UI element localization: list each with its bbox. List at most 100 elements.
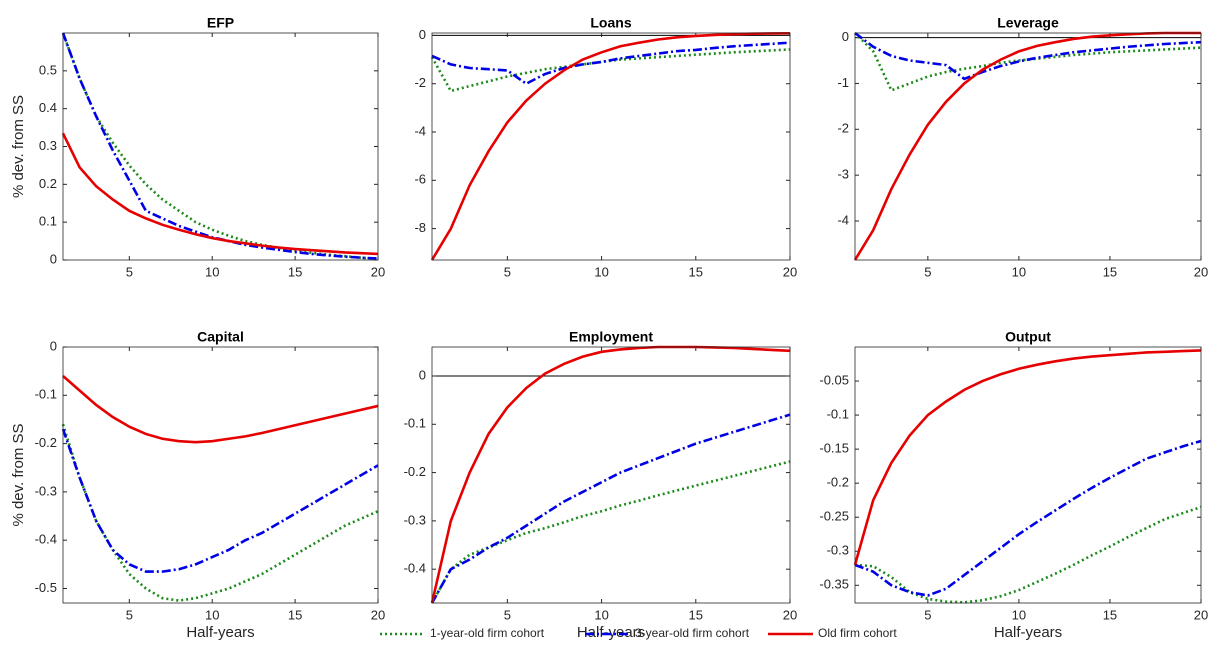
y-axis-label: % dev. from SS <box>10 423 27 526</box>
y-tick-label: 0 <box>50 338 57 353</box>
y-tick-label: 0.3 <box>39 138 57 153</box>
x-tick-label: 5 <box>504 607 511 622</box>
axes-box <box>62 346 379 604</box>
x-tick-label: 20 <box>783 264 797 279</box>
y-tick-label: -4 <box>837 212 849 227</box>
x-tick-label: 10 <box>205 607 219 622</box>
legend: 1-year-old firm cohort 3-year-old firm co… <box>380 626 897 640</box>
subplot-title: EFP <box>207 15 234 31</box>
y-tick-label: -0.1 <box>827 407 849 422</box>
y-tick-label: -0.2 <box>35 435 57 450</box>
y-tick-label: -0.1 <box>404 416 426 431</box>
y-tick-label: 0 <box>419 367 426 382</box>
plot-area <box>855 33 1201 260</box>
x-tick-label: 10 <box>1012 264 1026 279</box>
x-tick-label: 10 <box>205 264 219 279</box>
x-tick-label: 15 <box>689 264 703 279</box>
x-tick-label: 10 <box>1012 607 1026 622</box>
series-line <box>853 31 1201 261</box>
series-line <box>61 423 379 602</box>
axes-box <box>431 32 791 261</box>
subplot-title: Capital <box>197 329 244 345</box>
series-line <box>854 439 1202 597</box>
series-line <box>430 31 791 261</box>
subplot-title: Loans <box>590 15 631 31</box>
y-tick-label: -0.4 <box>404 561 426 576</box>
subplot-title: Employment <box>569 329 653 345</box>
x-tick-label: 5 <box>126 607 133 622</box>
legend-label: Old firm cohort <box>818 626 897 640</box>
axes-box <box>854 32 1202 261</box>
x-tick-label: 5 <box>126 264 133 279</box>
x-tick-label: 15 <box>689 607 703 622</box>
y-tick-label: 0 <box>50 251 57 266</box>
series-line <box>854 31 1202 81</box>
subplot: 5 10 15 20 -0.4 -0.3 -0.2 -0.1 0 Employment Half-y… <box>404 329 798 641</box>
y-tick-label: -1 <box>837 75 849 90</box>
y-tick-label: -2 <box>414 75 426 90</box>
plot-area <box>855 347 1201 603</box>
y-tick-label: 0.2 <box>39 176 57 191</box>
subplot: 5 10 15 20 -0.35 -0.3 -0.25 -0.2 -0.15 -0.1 -0.05 O… <box>819 329 1208 641</box>
subplot-title: Output <box>1005 329 1051 345</box>
subplot: 5 10 15 20 -4 -3 -2 -1 0 Leverage <box>837 15 1208 280</box>
x-tick-label: 5 <box>924 264 931 279</box>
y-tick-label: -0.3 <box>35 483 57 498</box>
plot-area <box>63 347 378 603</box>
x-tick-label: 15 <box>288 607 302 622</box>
axes-box <box>431 346 791 604</box>
y-tick-label: 0.1 <box>39 214 57 229</box>
y-tick-label: -6 <box>414 172 426 187</box>
x-tick-label: 5 <box>924 607 931 622</box>
y-tick-label: 0 <box>419 27 426 42</box>
y-tick-label: -0.15 <box>819 441 849 456</box>
plot-area <box>432 347 790 603</box>
y-tick-label: 0 <box>842 29 849 44</box>
y-axis-label: % dev. from SS <box>10 95 27 198</box>
y-tick-label: -0.4 <box>35 532 57 547</box>
x-tick-label: 10 <box>594 264 608 279</box>
x-tick-label: 20 <box>1194 607 1208 622</box>
subplot: 5 10 15 20 -8 -6 -4 -2 0 Loans <box>414 15 797 280</box>
series-line <box>62 375 379 444</box>
y-tick-label: -0.3 <box>404 512 426 527</box>
y-tick-label: -3 <box>837 167 849 182</box>
y-tick-label: -0.2 <box>404 464 426 479</box>
y-tick-label: -8 <box>414 220 426 235</box>
y-tick-label: -2 <box>837 121 849 136</box>
series-line <box>854 32 1202 92</box>
x-axis-label: Half-years <box>577 624 645 641</box>
x-tick-label: 5 <box>504 264 511 279</box>
plot-area <box>432 33 790 260</box>
y-tick-label: 0.5 <box>39 62 57 77</box>
subplot-title: Leverage <box>997 15 1059 31</box>
x-axis-label: Half-years <box>186 624 254 641</box>
y-tick-label: -0.5 <box>35 580 57 595</box>
y-tick-label: -0.25 <box>819 509 849 524</box>
y-tick-label: -0.35 <box>819 577 849 592</box>
subplot: 5 10 15 20 0 0.1 0.2 0.3 0.4 0.5 EFP % dev. from SS <box>10 15 385 280</box>
x-tick-label: 20 <box>1194 264 1208 279</box>
axes-box <box>854 346 1202 604</box>
series-line <box>853 349 1202 566</box>
series-line <box>431 41 791 86</box>
x-axis-label: Half-years <box>994 624 1062 641</box>
y-tick-label: 0.4 <box>39 100 57 115</box>
series-line <box>430 345 791 604</box>
x-tick-label: 15 <box>288 264 302 279</box>
subplot: 5 10 15 20 -0.5 -0.4 -0.3 -0.2 -0.1 0 Capital Half-… <box>10 329 385 641</box>
x-tick-label: 20 <box>371 607 385 622</box>
x-tick-label: 15 <box>1103 607 1117 622</box>
legend-label: 3-year-old firm cohort <box>635 626 750 640</box>
axes-box <box>62 32 379 261</box>
x-tick-label: 20 <box>371 264 385 279</box>
x-tick-label: 15 <box>1103 264 1117 279</box>
y-tick-label: -0.2 <box>827 475 849 490</box>
y-tick-label: -0.3 <box>827 543 849 558</box>
y-tick-label: -0.05 <box>819 372 849 387</box>
y-tick-label: -4 <box>414 123 426 138</box>
x-tick-label: 20 <box>783 607 797 622</box>
legend-label: 1-year-old firm cohort <box>430 626 545 640</box>
x-tick-label: 10 <box>594 607 608 622</box>
